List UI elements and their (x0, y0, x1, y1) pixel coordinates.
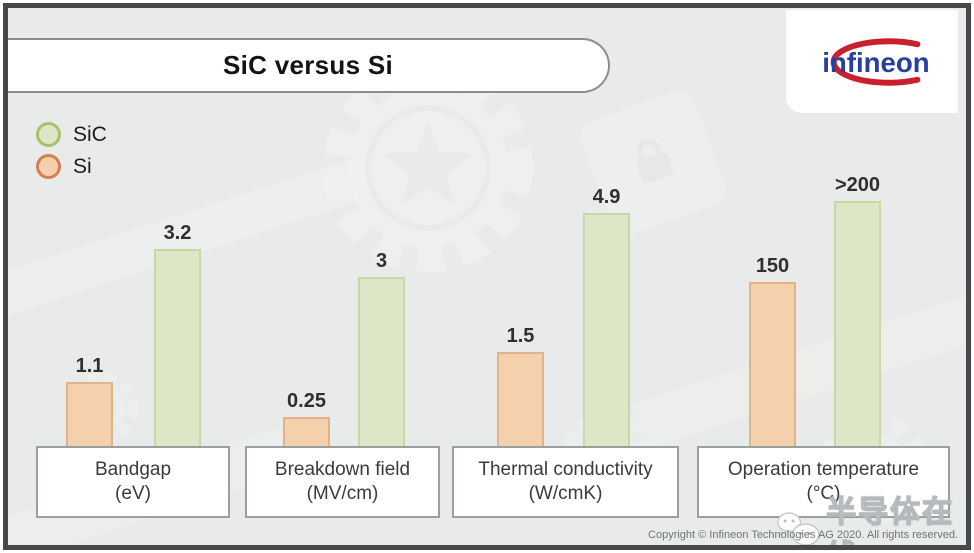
infineon-logo: infineon (786, 10, 958, 113)
sic-swatch-icon (36, 122, 61, 147)
chart-group: 0.25 3 Breakdown field (MV/cm) (245, 8, 440, 518)
si-bar: 1.1 (66, 355, 113, 446)
si-swatch-icon (36, 154, 61, 179)
si-bar: 0.25 (283, 390, 330, 446)
watermark-text: 半导体在线 (826, 495, 955, 545)
category-label-box: Breakdown field (MV/cm) (245, 446, 440, 518)
legend-item-sic: SiC (36, 122, 107, 147)
si-bar: 1.5 (497, 325, 544, 446)
category-unit: (°C) (806, 483, 841, 504)
category-label: Thermal conductivity (478, 459, 653, 481)
page-title: SiC versus Si (222, 50, 394, 80)
category-label-box: Operation temperature (°C) (697, 446, 950, 518)
category-label-box: Thermal conductivity (W/cmK) (452, 446, 679, 518)
sic-bar: 3 (358, 250, 405, 446)
bar-chart: 1.1 3.2 Bandgap (eV) 0.25 3 Breakdown fi… (8, 8, 966, 545)
sic-bar: >200 (834, 174, 881, 446)
legend: SiC Si (36, 122, 107, 179)
si-bar: 150 (749, 255, 796, 446)
category-unit: (eV) (115, 483, 151, 504)
si-value-label: 1.5 (506, 325, 535, 347)
sic-bar: 3.2 (154, 222, 201, 446)
chart-group: 150 >200 Operation temperature (°C) (697, 8, 950, 518)
si-value-label: 0.25 (287, 390, 326, 412)
watermark: 半导体在线 (776, 487, 966, 545)
category-label: Operation temperature (727, 459, 920, 481)
wechat-icon (777, 512, 820, 545)
sic-value-label: 3.2 (163, 222, 192, 244)
si-value-label: 150 (755, 255, 790, 277)
si-value-label: 1.1 (75, 355, 104, 377)
slide-content: 1.1 3.2 Bandgap (eV) 0.25 3 Breakdown fi… (3, 3, 971, 550)
sic-value-label: 3 (375, 250, 388, 272)
legend-item-si: Si (36, 154, 107, 179)
category-unit: (MV/cm) (306, 483, 379, 504)
title-banner: SiC versus Si (8, 38, 610, 93)
sic-value-label: >200 (834, 174, 881, 196)
legend-label-si: Si (73, 154, 92, 178)
chart-group: 1.5 4.9 Thermal conductivity (W/cmK) (452, 8, 679, 518)
chart-group: 1.1 3.2 Bandgap (eV) (36, 8, 230, 518)
infineon-logo-icon: infineon (822, 37, 930, 86)
category-unit: (W/cmK) (528, 483, 603, 504)
copyright-text: Copyright © Infineon Technologies AG 202… (648, 529, 958, 541)
sic-value-label: 4.9 (592, 186, 621, 208)
legend-label-sic: SiC (73, 122, 107, 146)
category-label: Breakdown field (274, 459, 411, 481)
infineon-logo-text: infineon (822, 46, 929, 77)
sic-bar: 4.9 (583, 186, 630, 446)
category-label-box: Bandgap (eV) (36, 446, 230, 518)
category-label: Bandgap (94, 459, 172, 481)
